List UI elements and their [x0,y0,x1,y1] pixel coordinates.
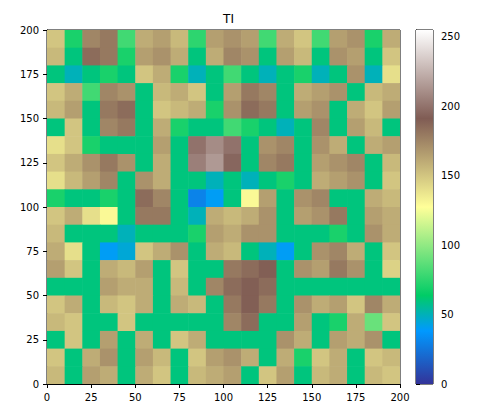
svg-text:175: 175 [20,69,39,80]
svg-text:150: 150 [441,170,460,181]
svg-text:100: 100 [441,240,460,251]
svg-text:200: 200 [20,25,39,36]
svg-text:150: 150 [302,392,321,403]
svg-text:125: 125 [20,157,39,168]
svg-text:150: 150 [20,113,39,124]
svg-text:75: 75 [26,246,39,257]
svg-text:0: 0 [44,392,50,403]
svg-text:200: 200 [441,101,460,112]
svg-text:TI: TI [222,12,234,26]
svg-text:175: 175 [346,392,365,403]
svg-text:75: 75 [173,392,186,403]
svg-text:0: 0 [33,379,39,390]
svg-text:0: 0 [441,379,447,390]
svg-text:125: 125 [258,392,277,403]
svg-text:250: 250 [441,31,460,42]
svg-text:200: 200 [390,392,409,403]
svg-text:50: 50 [441,309,454,320]
svg-text:100: 100 [214,392,233,403]
svg-text:50: 50 [129,392,142,403]
svg-text:100: 100 [20,202,39,213]
svg-text:25: 25 [26,334,39,345]
svg-text:50: 50 [26,290,39,301]
svg-text:25: 25 [85,392,98,403]
